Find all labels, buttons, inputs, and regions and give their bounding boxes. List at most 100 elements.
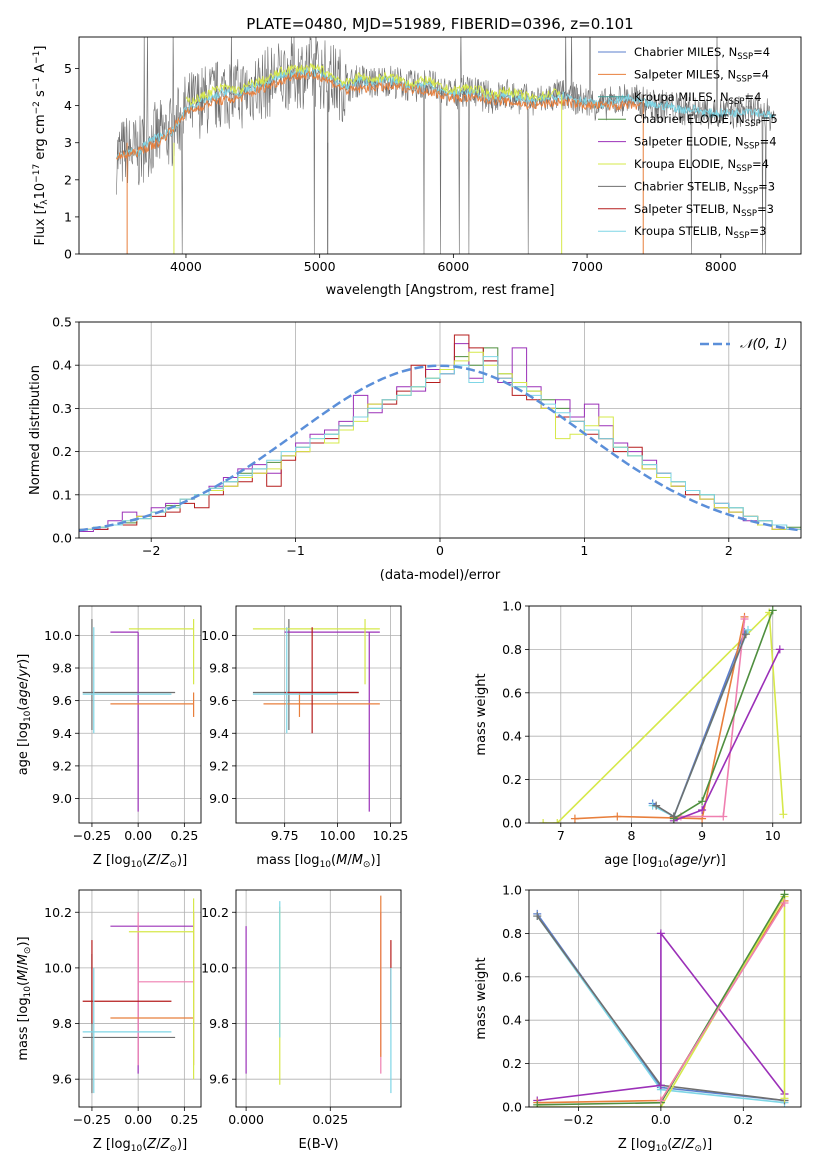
mass-weight-marker [768, 606, 777, 615]
y-tick-label: 0.5 [52, 315, 72, 330]
y-axis-label: mass weight [474, 673, 489, 755]
y-tick-label: 0.8 [502, 642, 522, 657]
y-tick-label: 9.2 [209, 758, 229, 773]
plot-area [79, 334, 801, 532]
mass-weight-marker [779, 810, 788, 819]
gaussian-curve [79, 364, 801, 532]
mass-weight-marker [533, 1100, 542, 1107]
x-axis-label: Z [log10(Z/Z⊙)] [93, 1137, 187, 1154]
x-tick-label: 0.0 [651, 1112, 671, 1127]
y-tick-label: 0 [64, 247, 72, 262]
mass-weight-marker [656, 1081, 665, 1090]
y-tick-label: 9.6 [209, 1072, 229, 1087]
x-axis-label: Z [log10(Z/Z⊙)] [618, 1137, 712, 1154]
panel-spectrum: 4000 5000 6000 7000 8000 0 1 2 3 4 5 wavelength [An… [32, 36, 802, 298]
y-tick-label: 9.0 [209, 791, 229, 806]
x-tick-label: 0.00 [124, 1112, 152, 1127]
axes-frame [78, 605, 202, 824]
y-tick-label: 0.2 [502, 772, 522, 787]
y-tick-label: 9.6 [209, 693, 229, 708]
y-tick-label: 0.0 [52, 531, 72, 546]
y-tick-label: 9.2 [52, 758, 72, 773]
y-tick-label: 3 [64, 135, 72, 150]
y-tick-label: 9.6 [52, 1072, 72, 1087]
y-tick-label: 10.0 [201, 960, 229, 975]
mass-weight-line-salpeter_miles [574, 616, 746, 820]
mass-weight-marker [740, 615, 749, 624]
y-tick-label: 9.8 [52, 1016, 72, 1031]
x-tick-label: 0.2 [733, 1112, 753, 1127]
y-tick-label: 0.4 [52, 358, 72, 373]
x-axis-label: wavelength [Angstrom, rest frame] [326, 283, 555, 298]
mass-weight-marker [613, 812, 622, 821]
y-tick-label: 0.8 [502, 926, 522, 941]
axes-frame [235, 889, 402, 1108]
x-tick-label: −0.25 [73, 1112, 111, 1127]
x-tick-label: 7000 [571, 259, 603, 274]
x-tick-label: 7 [557, 828, 565, 843]
y-tick-label: 0.3 [52, 401, 72, 416]
plot-area [245, 895, 392, 1094]
y-tick-label: 0.0 [502, 816, 522, 831]
axes-frame [235, 605, 402, 824]
plot-area [82, 898, 195, 1094]
hist-step-kroupa_stelib [79, 356, 801, 530]
plot-area [115, 37, 775, 254]
x-axis-label: mass [log10(M/M⊙)] [256, 853, 380, 870]
spectrum-data [116, 37, 775, 254]
x-tick-label: 1 [580, 543, 588, 558]
mass-weight-marker [780, 890, 789, 899]
y-tick-label: 0.1 [52, 487, 72, 502]
x-tick-label: 0.000 [228, 1112, 264, 1127]
y-tick-label: 10.0 [201, 628, 229, 643]
x-tick-label: −1 [286, 543, 304, 558]
panel-age_vs_mass: 9.75 10.00 10.25 9.0 9.2 9.4 9.6 9.8 10.0 mass [l… [201, 605, 408, 870]
x-tick-label: −2 [142, 543, 160, 558]
x-tick-label: 0.00 [124, 828, 152, 843]
x-axis-label: (data-model)/error [380, 568, 501, 583]
x-axis-label: age [log10(age/yr)] [604, 853, 726, 870]
mass-weight-marker [570, 814, 579, 823]
mass-weight-marker [656, 1096, 665, 1105]
mass-weight-marker [775, 645, 784, 654]
x-tick-label: 10.00 [320, 828, 356, 843]
y-axis-label: Flux [fλ10−17 erg cm−2 s−1 A−1] [32, 46, 50, 246]
axes-frame [78, 889, 202, 1108]
mass-weight-marker [539, 819, 548, 823]
legend: Chabrier MILES, NSSP=4 Salpeter MILES, NS… [598, 45, 778, 241]
mass-weight-line-pink [660, 902, 786, 1101]
y-tick-label: 5 [64, 61, 72, 76]
plot-area [82, 619, 195, 812]
x-tick-label: 9 [698, 828, 706, 843]
figure-title: PLATE=0480, MJD=51989, FIBERID=0396, z=0… [246, 15, 633, 33]
x-axis-label: E(B-V) [298, 1137, 338, 1152]
x-tick-label: 0.25 [170, 828, 198, 843]
spectrum-model-salpeter_miles [116, 70, 641, 161]
mass-weight-marker [553, 819, 562, 823]
legend-entry: Kroupa STELIB, NSSP=3 [634, 224, 766, 241]
y-tick-label: 1.0 [502, 599, 522, 614]
y-tick-label: 9.8 [209, 661, 229, 676]
y-tick-label: 1 [64, 209, 72, 224]
plot-area [252, 619, 380, 812]
mass-weight-line-salpeter_elodie [537, 931, 786, 1102]
y-tick-label: 0.6 [502, 969, 522, 984]
x-tick-label: −0.25 [73, 828, 111, 843]
axes-frame [528, 889, 802, 1108]
y-axis-label: mass weight [474, 957, 489, 1039]
legend-entry: Chabrier ELODIE, NSSP=5 [634, 112, 778, 129]
y-axis-label: age [log10(age/yr)] [16, 654, 33, 776]
mass-weight-marker [652, 801, 661, 810]
x-tick-label: 4000 [170, 259, 202, 274]
y-tick-label: 9.8 [209, 1016, 229, 1031]
mass-weight-marker [780, 899, 789, 908]
x-tick-label: 0.25 [170, 1112, 198, 1127]
y-tick-label: 0.4 [502, 1013, 522, 1028]
mass-weight-marker [698, 797, 707, 806]
axes-frame [78, 36, 802, 255]
mass-weight-marker [533, 912, 542, 921]
legend-entry: Salpeter MILES, NSSP=4 [634, 67, 769, 84]
mass-weight-marker [744, 625, 753, 634]
x-axis-label: Z [log10(Z/Z⊙)] [93, 853, 187, 870]
